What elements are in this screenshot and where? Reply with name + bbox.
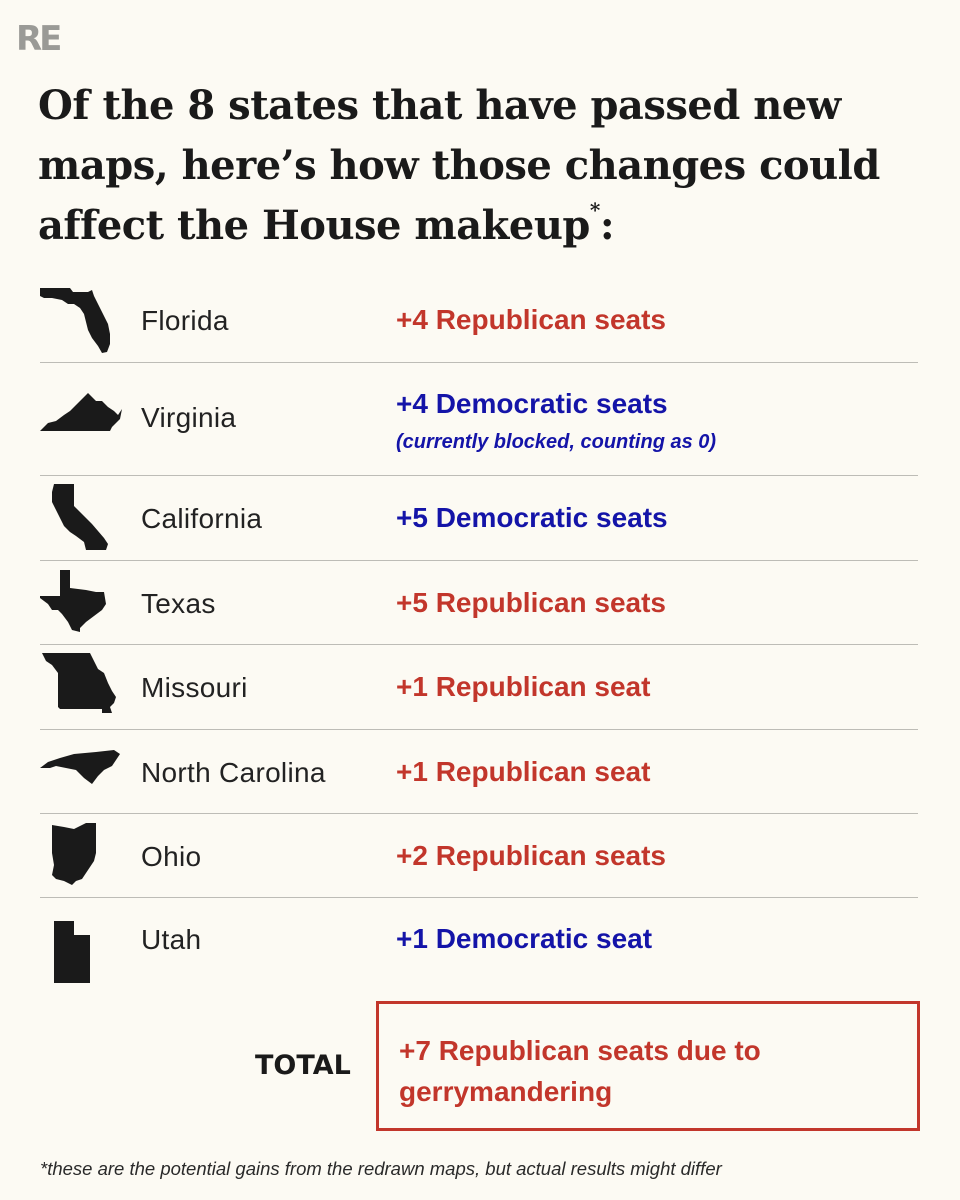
seat-change: +4 Democratic seats bbox=[396, 388, 668, 419]
total-value-box: +7 Republican seats due to gerrymanderin… bbox=[376, 1001, 920, 1131]
seat-change: +2 Republican seats bbox=[396, 840, 667, 871]
seat-change: +1 Republican seat bbox=[396, 671, 651, 702]
list-item: North Carolina +1 Republican seat bbox=[40, 730, 918, 814]
state-name: Texas bbox=[141, 588, 216, 619]
state-name: North Carolina bbox=[141, 757, 326, 788]
list-item: Utah +1 Democratic seat bbox=[40, 898, 918, 983]
list-item: Ohio +2 Republican seats bbox=[40, 814, 918, 898]
list-item: Virginia +4 Democratic seats (currently … bbox=[40, 363, 918, 476]
texas-icon bbox=[40, 570, 108, 632]
seat-change: +5 Republican seats bbox=[396, 587, 667, 618]
state-name: Virginia bbox=[141, 402, 237, 433]
footnote: *these are the potential gains from the … bbox=[40, 1158, 722, 1179]
virginia-icon bbox=[40, 393, 122, 433]
state-name: Florida bbox=[141, 305, 229, 336]
total-value: +7 Republican seats due to gerrymanderin… bbox=[399, 1035, 761, 1107]
utah-icon bbox=[40, 921, 100, 983]
list-item: California +5 Democratic seats bbox=[40, 476, 918, 561]
ohio-icon bbox=[40, 823, 100, 885]
asterisk: * bbox=[589, 198, 600, 222]
state-name: Utah bbox=[141, 924, 202, 955]
north-carolina-icon bbox=[40, 750, 122, 784]
california-icon bbox=[40, 484, 110, 550]
florida-icon bbox=[40, 286, 112, 354]
seat-change: +1 Democratic seat bbox=[396, 923, 653, 954]
missouri-icon bbox=[40, 653, 118, 715]
list-item: Texas +5 Republican seats bbox=[40, 561, 918, 645]
state-name: Ohio bbox=[141, 841, 202, 872]
status-note: (currently blocked, counting as 0) bbox=[396, 431, 717, 453]
total-label: TOTAL bbox=[255, 1050, 351, 1081]
seat-change: +1 Republican seat bbox=[396, 756, 651, 787]
logo: RE bbox=[16, 19, 62, 59]
state-name: California bbox=[141, 503, 263, 534]
state-list: Florida +4 Republican seats Virginia +4 … bbox=[40, 278, 918, 983]
seat-change: +5 Democratic seats bbox=[396, 502, 668, 533]
state-name: Missouri bbox=[141, 672, 248, 703]
seat-change: +4 Republican seats bbox=[396, 304, 667, 335]
list-item: Florida +4 Republican seats bbox=[40, 278, 918, 363]
list-item: Missouri +1 Republican seat bbox=[40, 645, 918, 730]
page-title: Of the 8 states that have passed new map… bbox=[38, 82, 880, 249]
